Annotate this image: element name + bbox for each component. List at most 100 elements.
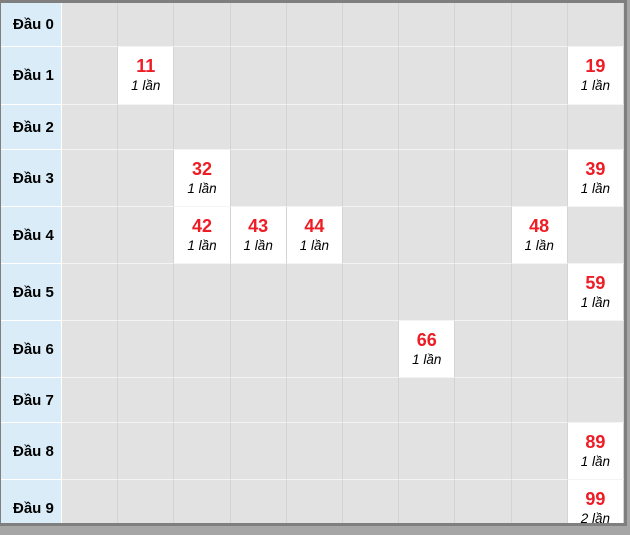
grid-cell — [174, 3, 231, 47]
grid-cell — [343, 480, 400, 523]
grid-cell — [62, 207, 119, 264]
grid-cell — [286, 321, 343, 378]
hit-cell: 32 1 lần — [174, 150, 231, 207]
grid-cell — [567, 105, 624, 150]
hit-cell: 48 1 lần — [511, 207, 568, 264]
row-label: Đầu 0 — [1, 3, 62, 47]
grid-cell — [343, 207, 400, 264]
grid-cell — [511, 3, 568, 47]
grid-cell — [118, 264, 175, 321]
grid-cell — [511, 47, 568, 105]
grid-cell — [230, 480, 287, 523]
grid-cell — [118, 480, 175, 523]
hit-cell: 39 1 lần — [567, 150, 624, 207]
grid-cell — [567, 207, 624, 264]
grid-cell — [118, 423, 175, 480]
hit-cell: 19 1 lần — [567, 47, 624, 105]
row-label: Đầu 2 — [1, 105, 62, 150]
grid-cell — [399, 480, 456, 523]
hit-count: 1 lần — [187, 237, 217, 253]
hit-number: 99 — [585, 488, 606, 509]
grid-cell — [567, 378, 624, 423]
grid-cell — [62, 150, 119, 207]
grid-cell — [62, 47, 119, 105]
row-label: Đầu 9 — [1, 480, 62, 523]
hit-count: 1 lần — [580, 453, 611, 469]
grid-cell — [455, 264, 512, 321]
grid-cell — [511, 423, 568, 480]
row-label: Đầu 3 — [1, 150, 62, 207]
hit-count: 1 lần — [243, 237, 273, 253]
grid-cell — [230, 105, 287, 150]
hit-cell: 99 2 lần — [567, 480, 624, 524]
grid-cell — [286, 105, 343, 150]
grid-cell — [343, 264, 400, 321]
grid-cell — [286, 150, 343, 207]
row-label: Đầu 8 — [1, 423, 62, 480]
hit-number: 32 — [191, 158, 212, 179]
hit-count: 1 lần — [524, 237, 554, 253]
grid-cell — [567, 3, 624, 47]
grid-cell — [286, 3, 343, 47]
row-label: Đầu 7 — [1, 378, 62, 423]
grid-cell — [399, 378, 456, 423]
hit-number: 42 — [191, 215, 212, 236]
hit-count: 1 lần — [131, 78, 161, 93]
row-label: Đầu 5 — [1, 264, 62, 321]
hit-cell: 89 1 lần — [567, 423, 624, 480]
grid-cell — [399, 207, 456, 264]
grid-cell — [174, 105, 231, 150]
hit-count: 1 lần — [580, 294, 611, 310]
grid-cell — [511, 150, 568, 207]
hit-count: 1 lần — [580, 78, 611, 93]
grid-cell — [230, 3, 287, 47]
grid-cell — [286, 423, 343, 480]
hit-count: 2 lần — [580, 510, 611, 524]
grid-cell — [343, 150, 400, 207]
hit-number: 66 — [416, 329, 437, 350]
grid-cell — [343, 423, 400, 480]
hit-number: 11 — [136, 56, 156, 76]
row-label: Đầu 4 — [1, 207, 62, 264]
grid-cell — [230, 150, 287, 207]
grid-cell — [455, 423, 512, 480]
hit-cell: 43 1 lần — [230, 207, 287, 264]
grid-cell — [62, 3, 119, 47]
grid-cell — [399, 3, 456, 47]
grid-cell — [511, 321, 568, 378]
frequency-grid: Đầu 0 Đầu 1 11 1 lần 19 1 lần Đầu 2 Đầu 3 32 1 lầ… — [1, 3, 624, 523]
grid-cell — [455, 378, 512, 423]
hit-count: 1 lần — [299, 237, 330, 253]
grid-cell — [343, 321, 400, 378]
hit-cell: 59 1 lần — [567, 264, 624, 321]
grid-cell — [118, 378, 175, 423]
hit-number: 43 — [248, 215, 269, 236]
row-label: Đầu 6 — [1, 321, 62, 378]
grid-cell — [230, 423, 287, 480]
grid-cell — [62, 105, 119, 150]
grid-cell — [286, 480, 343, 523]
grid-cell — [62, 321, 119, 378]
grid-cell — [118, 3, 175, 47]
hit-number: 44 — [304, 215, 325, 236]
grid-cell — [230, 378, 287, 423]
grid-cell — [343, 3, 400, 47]
grid-cell — [455, 480, 512, 523]
grid-cell — [174, 423, 231, 480]
hit-cell: 66 1 lần — [399, 321, 456, 378]
grid-cell — [62, 480, 119, 523]
grid-cell — [455, 150, 512, 207]
grid-cell — [511, 378, 568, 423]
grid-cell — [286, 47, 343, 105]
grid-cell — [174, 321, 231, 378]
grid-cell — [62, 423, 119, 480]
grid-cell — [511, 480, 568, 523]
grid-cell — [118, 207, 175, 264]
hit-count: 1 lần — [187, 180, 217, 196]
grid-cell — [174, 480, 231, 523]
grid-cell — [343, 47, 400, 105]
hit-number: 89 — [585, 431, 606, 452]
hit-number: 48 — [529, 215, 550, 236]
grid-cell — [174, 378, 231, 423]
